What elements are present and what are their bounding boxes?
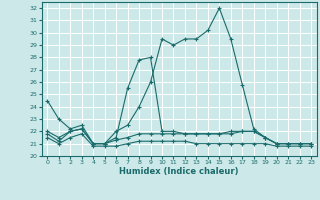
X-axis label: Humidex (Indice chaleur): Humidex (Indice chaleur) bbox=[119, 167, 239, 176]
